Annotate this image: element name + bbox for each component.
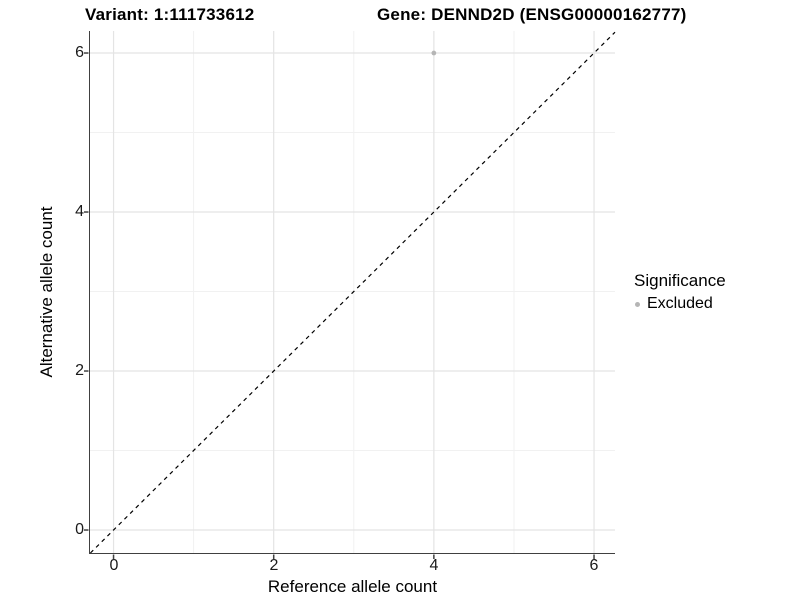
legend-title: Significance [634,271,726,290]
y-axis-title: Alternative allele count [37,206,56,378]
legend: Significance Excluded [634,271,726,313]
x-tick-label-0: 0 [109,557,119,574]
plot-canvas [84,31,616,559]
plot-panel [84,31,616,559]
x-axis-title: Reference allele count [267,577,438,596]
y-tick-label-4: 4 [75,203,84,220]
y-tick-label-6: 6 [75,44,84,61]
y-tick-label-0: 0 [75,521,84,538]
y-tick-label-2: 2 [75,362,84,379]
x-tick-label-6: 6 [589,557,599,574]
x-tick-label-4: 4 [429,557,439,574]
plot-title-gene: Gene: DENND2D (ENSG00000162777) [377,5,687,24]
data-point [431,50,437,56]
identity-line [89,31,616,554]
legend-item-excluded: Excluded [634,295,726,313]
plot-title-variant: Variant: 1:111733612 [85,5,255,24]
excluded-point-icon [635,301,640,307]
x-tick-label-2: 2 [269,557,279,574]
legend-item-label: Excluded [647,295,713,312]
